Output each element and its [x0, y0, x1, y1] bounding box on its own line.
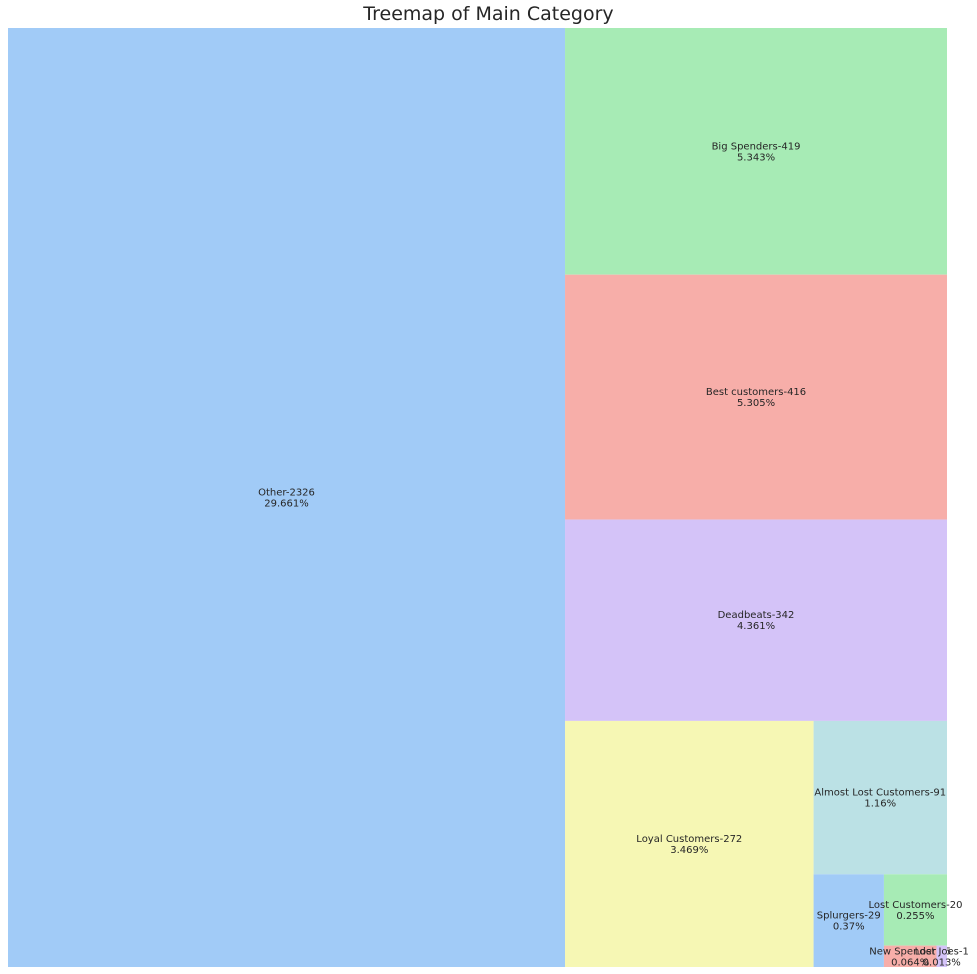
- treemap-cell-lost-joes: [936, 945, 947, 967]
- treemap-label-lost-customers: Lost Customers-20 0.255%: [868, 900, 962, 922]
- treemap-label-big-spenders: Big Spenders-419 5.343%: [712, 141, 801, 163]
- treemap-label-splurgers: Splurgers-29 0.37%: [817, 911, 881, 933]
- treemap-label-name-splurgers: Splurgers-29: [817, 911, 881, 922]
- treemap-label-percent-deadbeats: 4.361%: [737, 621, 775, 632]
- treemap-label-percent-other: 29.661%: [264, 499, 309, 510]
- treemap-label-name-deadbeats: Deadbeats-342: [718, 610, 795, 621]
- treemap-cell-loyal-customers: [565, 720, 814, 967]
- treemap-cell-best-customers: [565, 274, 947, 520]
- treemap-label-name-big-spenders: Big Spenders-419: [712, 141, 801, 152]
- treemap-label-percent-lost-joes: 0.013%: [923, 957, 961, 968]
- treemap-cell-deadbeats: [565, 519, 947, 721]
- treemap-label-lost-joes: Lost Joes-1 0.013%: [915, 946, 969, 968]
- treemap-label-percent-new-spenders: 0.064%: [891, 957, 929, 968]
- treemap-cell-splurgers: [813, 874, 884, 967]
- treemap-label-percent-almost-lost-customers: 1.16%: [864, 799, 896, 810]
- treemap-label-other: Other-2326 29.661%: [258, 488, 315, 510]
- treemap-cell-new-spenders: [883, 945, 937, 967]
- treemap-label-best-customers: Best customers-416 5.305%: [706, 387, 806, 409]
- treemap-label-loyal-customers: Loyal Customers-272 3.469%: [636, 834, 742, 856]
- treemap-label-percent-lost-customers: 0.255%: [896, 911, 934, 922]
- treemap-label-name-loyal-customers: Loyal Customers-272: [636, 834, 742, 845]
- treemap-label-percent-big-spenders: 5.343%: [737, 152, 775, 163]
- treemap-label-new-spenders: New Spenders-5 0.064%: [869, 946, 951, 968]
- treemap-label-name-lost-customers: Lost Customers-20: [868, 900, 962, 911]
- treemap-label-almost-lost-customers: Almost Lost Customers-91 1.16%: [814, 788, 946, 810]
- treemap-label-percent-loyal-customers: 3.469%: [670, 845, 708, 856]
- treemap-cell-almost-lost-customers: [813, 720, 947, 875]
- treemap-label-name-new-spenders: New Spenders-5: [869, 946, 951, 957]
- treemap-label-name-other: Other-2326: [258, 488, 315, 499]
- treemap-label-name-best-customers: Best customers-416: [706, 387, 806, 398]
- chart-title: Treemap of Main Category: [363, 3, 614, 25]
- treemap-cell-lost-customers: [883, 874, 947, 946]
- treemap-cell-other: [8, 28, 566, 967]
- treemap-label-percent-best-customers: 5.305%: [737, 398, 775, 409]
- treemap-label-deadbeats: Deadbeats-342 4.361%: [718, 610, 795, 632]
- treemap-label-name-lost-joes: Lost Joes-1: [915, 946, 969, 957]
- treemap-label-percent-splurgers: 0.37%: [833, 922, 865, 933]
- treemap-label-name-almost-lost-customers: Almost Lost Customers-91: [814, 788, 946, 799]
- treemap-cell-big-spenders: [565, 28, 947, 275]
